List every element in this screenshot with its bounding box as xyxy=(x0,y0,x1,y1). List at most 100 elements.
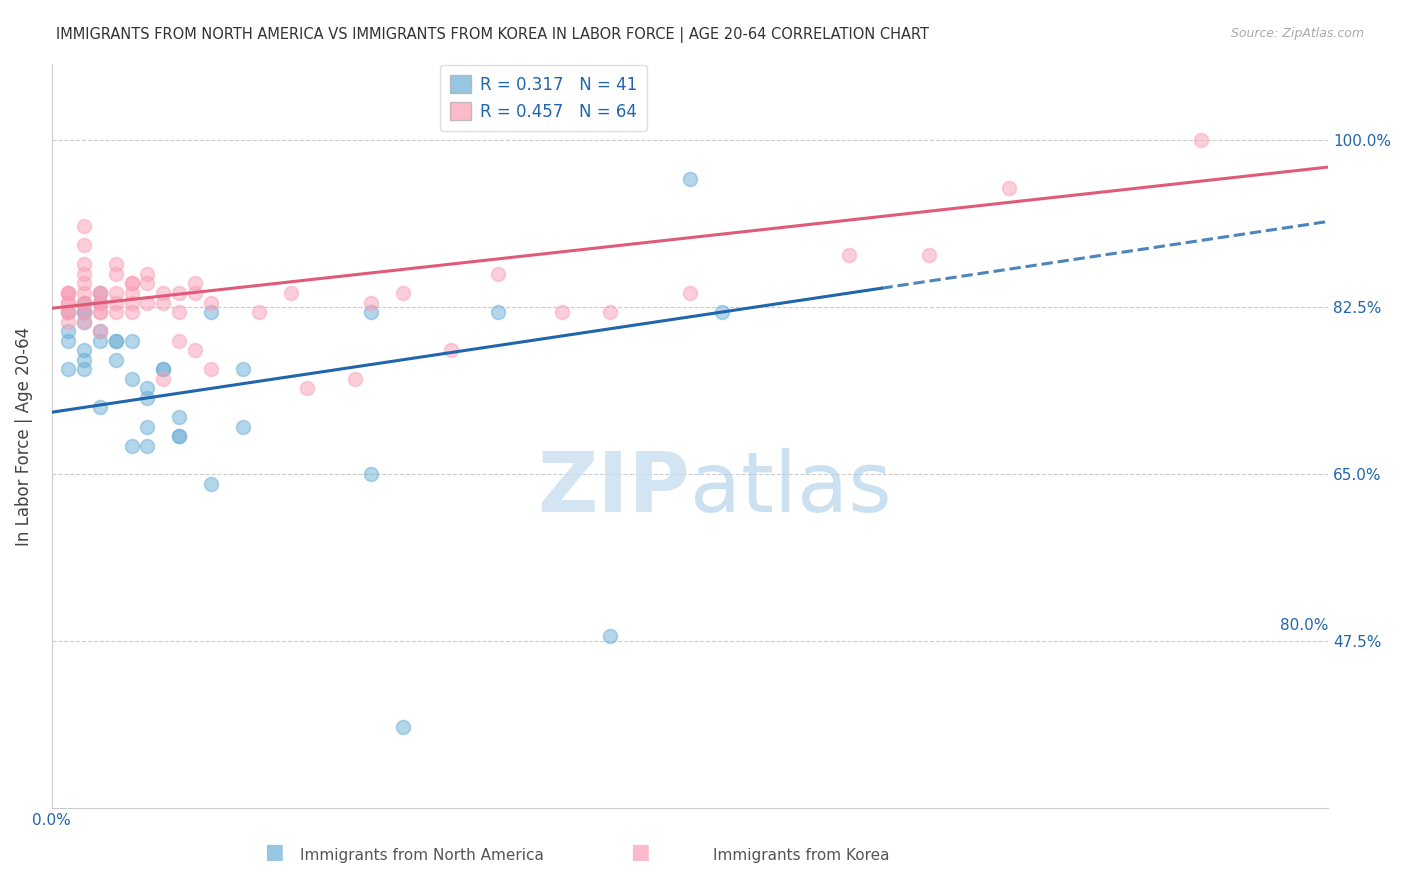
Point xyxy=(184,343,207,358)
Text: Immigrants from North America: Immigrants from North America xyxy=(299,848,544,863)
Point xyxy=(104,295,127,310)
Point xyxy=(73,305,96,319)
Point xyxy=(104,285,127,300)
Point xyxy=(73,315,96,329)
Text: Immigrants from Korea: Immigrants from Korea xyxy=(713,848,890,863)
Point xyxy=(838,248,860,262)
Point xyxy=(1189,133,1212,147)
Point xyxy=(136,439,159,453)
Point xyxy=(184,285,207,300)
Point xyxy=(918,248,941,262)
Point xyxy=(169,334,191,348)
Point xyxy=(169,409,191,424)
Point xyxy=(56,295,79,310)
Point xyxy=(152,362,174,376)
Point xyxy=(121,334,143,348)
Text: IMMIGRANTS FROM NORTH AMERICA VS IMMIGRANTS FROM KOREA IN LABOR FORCE | AGE 20-6: IMMIGRANTS FROM NORTH AMERICA VS IMMIGRA… xyxy=(56,27,929,43)
Point xyxy=(200,295,222,310)
Point xyxy=(152,295,174,310)
Point xyxy=(679,171,702,186)
Point xyxy=(56,285,79,300)
Point xyxy=(56,315,79,329)
Point xyxy=(56,305,79,319)
Point xyxy=(89,285,111,300)
Point xyxy=(73,257,96,271)
Point xyxy=(295,381,318,395)
Text: ■: ■ xyxy=(630,842,650,862)
Point xyxy=(104,352,127,367)
Point xyxy=(232,362,254,376)
Point xyxy=(136,381,159,395)
Point xyxy=(89,401,111,415)
Point xyxy=(710,305,733,319)
Point xyxy=(360,305,382,319)
Point xyxy=(551,305,574,319)
Text: atlas: atlas xyxy=(690,448,891,529)
Point xyxy=(152,372,174,386)
Point xyxy=(73,295,96,310)
Text: Source: ZipAtlas.com: Source: ZipAtlas.com xyxy=(1230,27,1364,40)
Point xyxy=(391,720,413,734)
Point xyxy=(360,467,382,482)
Point xyxy=(169,305,191,319)
Point xyxy=(104,305,127,319)
Point xyxy=(89,285,111,300)
Point xyxy=(184,277,207,291)
Point xyxy=(121,439,143,453)
Point xyxy=(121,295,143,310)
Point xyxy=(73,352,96,367)
Point xyxy=(73,238,96,252)
Point xyxy=(136,391,159,405)
Point xyxy=(73,267,96,281)
Point xyxy=(169,429,191,443)
Point xyxy=(104,267,127,281)
Y-axis label: In Labor Force | Age 20-64: In Labor Force | Age 20-64 xyxy=(15,326,32,546)
Point xyxy=(121,277,143,291)
Point xyxy=(136,419,159,434)
Point xyxy=(169,429,191,443)
Point xyxy=(56,305,79,319)
Point xyxy=(56,362,79,376)
Point xyxy=(599,305,621,319)
Point xyxy=(998,181,1021,195)
Point xyxy=(121,372,143,386)
Point xyxy=(152,362,174,376)
Point xyxy=(136,267,159,281)
Point xyxy=(89,285,111,300)
Point xyxy=(136,295,159,310)
Point xyxy=(488,267,510,281)
Point xyxy=(104,257,127,271)
Point xyxy=(89,295,111,310)
Point xyxy=(200,476,222,491)
Point xyxy=(73,295,96,310)
Point xyxy=(488,305,510,319)
Point xyxy=(73,305,96,319)
Point xyxy=(56,285,79,300)
Point xyxy=(136,277,159,291)
Point xyxy=(56,334,79,348)
Point xyxy=(247,305,270,319)
Point xyxy=(73,305,96,319)
Point xyxy=(280,285,302,300)
Point xyxy=(152,285,174,300)
Point xyxy=(232,419,254,434)
Point xyxy=(200,362,222,376)
Point xyxy=(89,334,111,348)
Point xyxy=(56,295,79,310)
Point xyxy=(679,285,702,300)
Point xyxy=(121,305,143,319)
Text: ZIP: ZIP xyxy=(537,448,690,529)
Text: 80.0%: 80.0% xyxy=(1279,618,1329,633)
Point xyxy=(73,285,96,300)
Point xyxy=(89,295,111,310)
Point xyxy=(121,277,143,291)
Point xyxy=(439,343,461,358)
Point xyxy=(104,334,127,348)
Point xyxy=(169,285,191,300)
Legend: R = 0.317   N = 41, R = 0.457   N = 64: R = 0.317 N = 41, R = 0.457 N = 64 xyxy=(440,65,647,130)
Point xyxy=(121,285,143,300)
Point xyxy=(73,343,96,358)
Point xyxy=(73,219,96,234)
Point xyxy=(56,324,79,338)
Point xyxy=(89,324,111,338)
